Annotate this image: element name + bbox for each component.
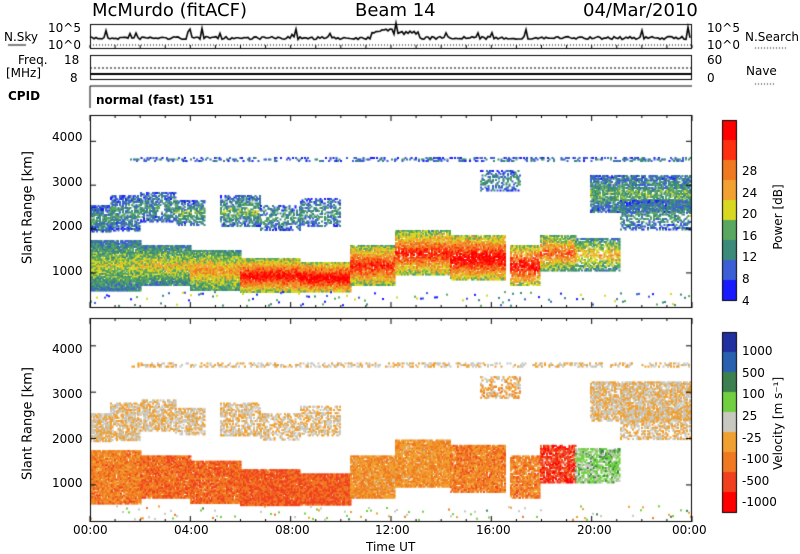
power-ytick-3000: 3000 <box>52 175 83 189</box>
power-cbar-tick-20: 20 <box>742 207 758 221</box>
xtick-1200: 12:00 <box>375 523 410 537</box>
velocity-cbar-tick-25: 25 <box>742 409 758 423</box>
velocity-ylabel: Slant Range [km] <box>20 367 36 480</box>
velocity-ytick-3000: 3000 <box>52 387 83 401</box>
station-title: McMurdo (fitACF) <box>92 0 247 21</box>
power-cbar-tick-24: 24 <box>742 186 758 200</box>
velocity-cbar-tick-100: 100 <box>742 387 765 401</box>
velocity-ytick-1000: 1000 <box>52 476 83 490</box>
nave-tick-bottom: 0 <box>707 71 715 85</box>
freq-tick-bottom: 8 <box>70 71 78 85</box>
nsky-label: N.Sky <box>4 30 39 44</box>
power-cbar-tick-28: 28 <box>742 164 758 178</box>
power-ylabel: Slant Range [km] <box>20 151 36 264</box>
power-cbar-tick-8: 8 <box>742 272 750 286</box>
xtick-0400: 04:00 <box>174 523 209 537</box>
power-cbar-label: Power [dB] <box>771 184 785 250</box>
power-ytick-2000: 2000 <box>52 219 83 233</box>
freq-label-line1: Freq. <box>18 53 48 67</box>
freq-label-line2: [MHz] <box>6 66 42 80</box>
velocity-cbar-tick-m100: -100 <box>742 452 770 466</box>
power-ytick-1000: 1000 <box>52 264 83 278</box>
velocity-ytick-2000: 2000 <box>52 432 83 446</box>
date-label: 04/Mar/2010 <box>583 0 698 21</box>
power-cbar-tick-12: 12 <box>742 250 758 264</box>
nave-tick-top: 60 <box>707 53 723 67</box>
velocity-cbar-tick-m500: -500 <box>742 474 770 488</box>
velocity-cbar-tick-1000: 1000 <box>742 344 773 358</box>
cpid-value: normal (fast) 151 <box>96 93 214 107</box>
power-cbar-tick-16: 16 <box>742 229 758 243</box>
xtick-0800: 08:00 <box>275 523 310 537</box>
velocity-cbar-tick-500: 500 <box>742 366 765 380</box>
velocity-ytick-4000: 4000 <box>52 342 83 356</box>
velocity-cbar-tick-m1000: -1000 <box>742 495 777 509</box>
cpid-label: CPID <box>8 89 41 103</box>
nsearch-tick-bottom: 10^0 <box>707 38 740 52</box>
nave-label: Nave <box>746 64 777 78</box>
xaxis-label: Time UT <box>366 540 416 554</box>
xtick-0000: 00:00 <box>73 523 108 537</box>
velocity-cbar-label: Velocity [m s⁻¹] <box>771 376 785 470</box>
freq-tick-top: 18 <box>64 53 80 67</box>
nsearch-label: N.Search <box>745 30 800 44</box>
power-ytick-4000: 4000 <box>52 130 83 144</box>
xtick-2400: 00:00 <box>672 523 707 537</box>
nsky-tick-top: 10^5 <box>48 21 81 35</box>
nsky-tick-bottom: 10^0 <box>48 38 81 52</box>
xtick-2000: 20:00 <box>577 523 612 537</box>
xtick-1600: 16:00 <box>476 523 511 537</box>
velocity-cbar-tick-m25: -25 <box>742 431 762 445</box>
power-cbar-tick-4: 4 <box>742 294 750 308</box>
beam-label: Beam 14 <box>355 0 436 21</box>
nsearch-tick-top: 10^5 <box>707 21 740 35</box>
